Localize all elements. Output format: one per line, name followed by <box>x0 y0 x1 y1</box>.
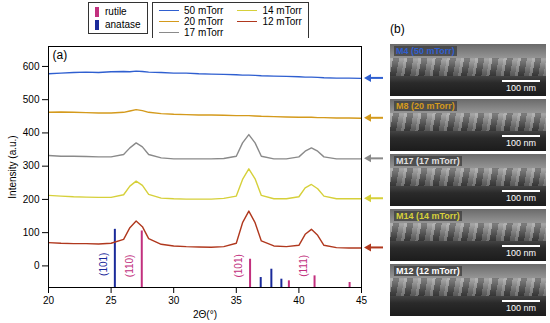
html-text:M14 (14 mTorr): M14 (14 mTorr) <box>396 211 460 221</box>
svg-text:400: 400 <box>23 127 40 138</box>
svg-text:(101): (101) <box>98 253 109 276</box>
svg-text:30: 30 <box>168 295 180 306</box>
svg-text:(101): (101) <box>233 254 244 277</box>
html-text:(b): (b) <box>390 22 405 36</box>
svg-text:2Θ(°): 2Θ(°) <box>193 309 217 320</box>
svg-text:0: 0 <box>34 260 40 271</box>
html-text:anatase: anatase <box>105 19 141 30</box>
svg-text:(110): (110) <box>124 255 135 278</box>
html-text:14 mTorr: 14 mTorr <box>262 5 302 16</box>
html-text:M8 (20 mTorr): M8 (20 mTorr) <box>396 101 455 111</box>
html-text:M17 (17 mTorr): M17 (17 mTorr) <box>396 156 460 166</box>
html-text:17 mTorr: 17 mTorr <box>184 27 224 38</box>
html-text:100 nm: 100 nm <box>506 193 536 203</box>
svg-text:Intensity (a.u.): Intensity (a.u.) <box>7 135 18 198</box>
svg-text:25: 25 <box>106 295 118 306</box>
svg-text:500: 500 <box>23 94 40 105</box>
svg-text:100: 100 <box>23 227 40 238</box>
html-text:100 nm: 100 nm <box>506 83 536 93</box>
svg-text:35: 35 <box>231 295 243 306</box>
svg-text:200: 200 <box>23 194 40 205</box>
svg-text:20: 20 <box>43 295 55 306</box>
svg-text:(a): (a) <box>53 48 68 62</box>
svg-text:45: 45 <box>356 295 368 306</box>
svg-text:300: 300 <box>23 160 40 171</box>
html-text:M4 (50 mTorr): M4 (50 mTorr) <box>396 46 455 56</box>
svg-text:40: 40 <box>293 295 305 306</box>
svg-text:(111): (111) <box>298 255 309 277</box>
html-text:M12 (12 mTorr): M12 (12 mTorr) <box>396 266 460 276</box>
html-text:rutile: rutile <box>105 6 127 17</box>
html-text:100 nm: 100 nm <box>506 138 536 148</box>
html-text:12 mTorr: 12 mTorr <box>262 16 302 27</box>
html-text:100 nm: 100 nm <box>506 248 536 258</box>
svg-text:600: 600 <box>23 61 40 72</box>
html-text:20 mTorr: 20 mTorr <box>184 16 224 27</box>
html-text:100 nm: 100 nm <box>506 303 536 313</box>
html-text:50 mTorr: 50 mTorr <box>184 5 224 16</box>
